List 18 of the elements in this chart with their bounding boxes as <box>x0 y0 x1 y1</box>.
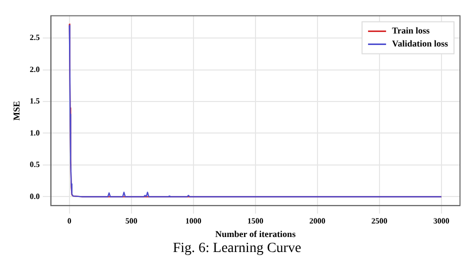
y-tick-label: 1.5 <box>30 96 40 106</box>
x-tick-label: 2000 <box>309 216 326 226</box>
x-tick-label: 2500 <box>371 216 388 226</box>
x-tick-label: 0 <box>67 216 72 226</box>
y-tick-label: 2.0 <box>30 64 40 74</box>
x-tick-label: 3000 <box>433 216 450 226</box>
legend-label: Validation loss <box>392 38 448 49</box>
y-tick-label: 0.0 <box>30 192 40 201</box>
legend-label: Train loss <box>392 26 430 36</box>
y-axis-title: MSE <box>12 100 22 120</box>
y-tick-label: 1.0 <box>30 128 40 138</box>
x-tick-label: 500 <box>125 216 138 226</box>
caption: Fig. 6: Learning Curve <box>172 240 302 258</box>
x-axis-title: Number of iterations <box>215 228 296 239</box>
x-tick-label: 1500 <box>247 216 264 226</box>
y-tick-label: 0.5 <box>30 160 40 170</box>
y-tick-label: 2.5 <box>30 33 40 42</box>
x-tick-label: 1000 <box>185 216 202 226</box>
